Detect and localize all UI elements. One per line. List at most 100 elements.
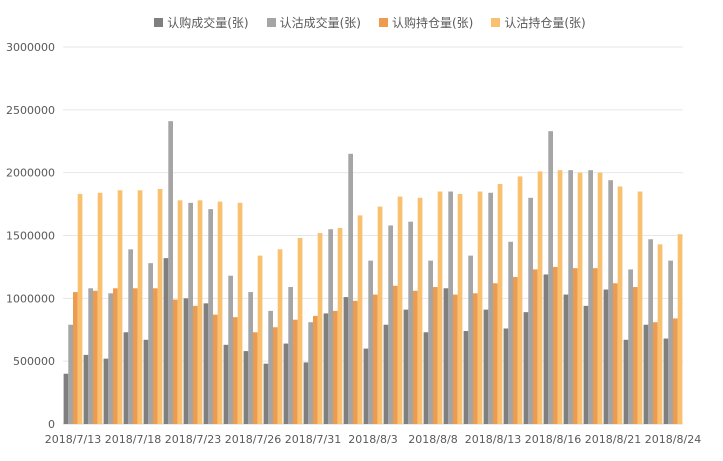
bar-3-5 xyxy=(177,200,183,424)
y-tick-label: 1500000 xyxy=(6,230,55,243)
bar-3-22 xyxy=(517,176,523,424)
legend-item-2: 认购持仓量(张) xyxy=(379,14,473,31)
bar-3-30 xyxy=(677,234,683,424)
legend-label: 认购成交量(张) xyxy=(167,15,249,30)
bar-0-20 xyxy=(463,331,469,424)
bar-0-28 xyxy=(623,339,629,424)
bar-2-14 xyxy=(353,300,358,424)
x-tick-label: 2018/8/21 xyxy=(585,433,641,446)
bar-2-27 xyxy=(613,283,618,424)
x-tick-label: 2018/7/26 xyxy=(225,433,281,446)
bar-3-10 xyxy=(277,249,283,424)
bar-2-20 xyxy=(473,293,478,424)
bar-2-18 xyxy=(433,287,438,424)
bar-3-7 xyxy=(217,201,223,424)
bar-1-4 xyxy=(148,263,153,424)
bar-2-6 xyxy=(193,305,198,424)
bar-3-0 xyxy=(77,194,83,424)
x-tick-label: 2018/7/18 xyxy=(105,433,161,446)
y-tick-label: 0 xyxy=(48,418,55,431)
bar-2-17 xyxy=(413,290,418,424)
bar-0-24 xyxy=(543,274,549,424)
bar-2-13 xyxy=(333,310,338,424)
bar-2-0 xyxy=(73,292,78,424)
bar-0-12 xyxy=(303,362,309,424)
bar-2-5 xyxy=(173,299,178,424)
bar-3-29 xyxy=(657,244,663,424)
x-tick-label: 2018/8/3 xyxy=(348,433,397,446)
bar-0-19 xyxy=(443,288,449,424)
bar-2-30 xyxy=(673,318,678,424)
bar-2-26 xyxy=(593,268,598,424)
x-tick-label: 2018/8/24 xyxy=(645,433,701,446)
bar-0-3 xyxy=(123,332,129,424)
bar-1-14 xyxy=(348,153,353,424)
bar-0-10 xyxy=(263,363,269,424)
bar-0-14 xyxy=(343,297,349,424)
bar-1-29 xyxy=(648,239,653,424)
bar-1-23 xyxy=(528,197,533,424)
bar-0-2 xyxy=(103,358,109,424)
bar-3-13 xyxy=(337,227,343,424)
x-tick-label: 2018/8/13 xyxy=(465,433,521,446)
bar-0-27 xyxy=(603,289,609,424)
x-tick-label: 2018/8/16 xyxy=(525,433,581,446)
legend: 认购成交量(张) 认沽成交量(张) 认购持仓量(张) 认沽持仓量(张) xyxy=(154,12,586,32)
bar-0-11 xyxy=(283,343,289,424)
bar-2-23 xyxy=(533,269,538,424)
bar-0-4 xyxy=(143,339,149,424)
bar-1-6 xyxy=(188,202,193,424)
x-tick-label: 2018/8/8 xyxy=(408,433,457,446)
bar-2-12 xyxy=(313,315,318,424)
bar-1-17 xyxy=(408,221,413,424)
bar-3-17 xyxy=(417,197,423,424)
y-tick-label: 2000000 xyxy=(6,167,55,180)
bar-0-6 xyxy=(183,298,189,424)
bar-3-11 xyxy=(297,238,303,424)
bar-3-19 xyxy=(457,194,463,424)
bar-1-22 xyxy=(508,241,513,424)
bar-1-19 xyxy=(448,191,453,424)
bar-0-7 xyxy=(203,303,209,424)
bar-2-1 xyxy=(93,290,98,424)
bar-2-4 xyxy=(153,288,158,424)
legend-swatch xyxy=(266,17,276,27)
bar-2-28 xyxy=(633,287,638,424)
legend-item-1: 认沽成交量(张) xyxy=(266,14,361,31)
bar-1-16 xyxy=(388,225,393,424)
bar-2-16 xyxy=(393,285,398,424)
bar-1-1 xyxy=(88,288,93,424)
bar-3-20 xyxy=(477,191,483,424)
bar-1-0 xyxy=(68,324,73,424)
bar-0-25 xyxy=(563,294,569,424)
bar-1-20 xyxy=(468,255,473,424)
bar-1-3 xyxy=(128,249,133,424)
bar-3-18 xyxy=(437,191,443,424)
bar-0-17 xyxy=(403,309,409,424)
y-tick-label: 500000 xyxy=(13,355,55,368)
bar-3-2 xyxy=(117,190,123,424)
bar-1-30 xyxy=(668,260,673,424)
legend-item-3: 认沽持仓量(张) xyxy=(491,14,586,31)
x-tick-label: 2018/7/13 xyxy=(45,433,101,446)
y-axis-ticks: 0 500000 1000000 1500000 2000000 2500000 30000… xyxy=(6,41,55,431)
bar-0-13 xyxy=(323,313,329,424)
bar-0-29 xyxy=(643,324,649,424)
bar-0-1 xyxy=(83,354,89,424)
bar-3-9 xyxy=(257,255,263,424)
legend-item-0: 认购成交量(张) xyxy=(154,14,249,31)
bar-0-26 xyxy=(583,305,589,424)
bar-2-8 xyxy=(233,317,238,424)
bar-1-26 xyxy=(588,170,593,424)
bars xyxy=(63,121,683,424)
bar-3-15 xyxy=(377,206,383,424)
bar-2-22 xyxy=(513,276,518,424)
bar-0-15 xyxy=(363,348,369,424)
bar-2-2 xyxy=(113,288,118,424)
bar-0-22 xyxy=(503,328,509,424)
bar-3-4 xyxy=(157,189,163,424)
bar-3-26 xyxy=(597,172,603,424)
bar-3-16 xyxy=(397,196,403,424)
y-tick-label: 3000000 xyxy=(6,41,55,54)
bar-2-7 xyxy=(213,314,218,424)
